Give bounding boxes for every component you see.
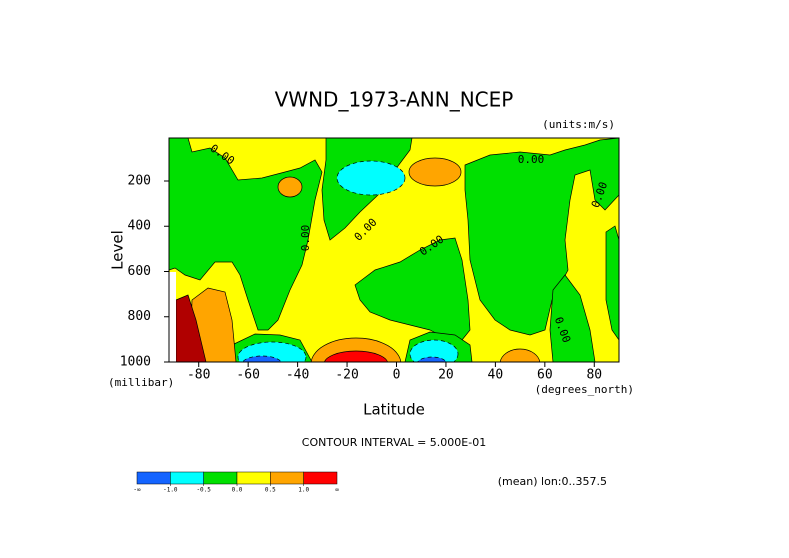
x-tick-label: 20: [438, 368, 454, 383]
x-tick-label: -60: [236, 368, 259, 383]
colorbar-box: [236, 471, 271, 485]
colorbar-box: [203, 471, 238, 485]
plot-frame: [168, 137, 620, 363]
colorbar-box: [170, 471, 204, 485]
contour-label: 0.00: [518, 153, 545, 166]
contour-label: 0.00: [299, 225, 312, 252]
chart-title: VWND_1973-ANN_NCEP: [275, 88, 514, 112]
x-tick-label: -40: [286, 368, 309, 383]
x-tick-label: 0: [393, 368, 401, 383]
colorbar-box: [270, 471, 304, 485]
y-tick-label: 800: [128, 309, 151, 324]
x-tick-label: 60: [537, 368, 553, 383]
colorbar-box: [303, 471, 338, 485]
colorbar-label: 1.0: [298, 487, 309, 494]
colorbar-label: -0.5: [196, 487, 211, 494]
x-tick-label: 80: [586, 368, 602, 383]
colorbar-label: -∞: [133, 487, 141, 494]
x-axis-label: Latitude: [363, 401, 425, 419]
x-tick-label: 40: [488, 368, 504, 383]
y-tick-label: 400: [128, 219, 151, 234]
contour-interval: CONTOUR INTERVAL = 5.000E-01: [302, 436, 486, 449]
x-axis-units: (degrees_north): [535, 383, 634, 396]
footnote: (mean) lon:0..357.5: [498, 475, 607, 488]
colorbar-label: ∞: [335, 487, 339, 494]
colorbar-label: -1.0: [163, 487, 178, 494]
y-axis-units: (millibar): [108, 376, 174, 389]
y-axis-label: Level: [109, 230, 127, 270]
y-tick-label: 200: [128, 173, 151, 188]
contour-fill: [169, 138, 619, 362]
x-tick-label: -20: [335, 368, 358, 383]
y-tick-label: 600: [128, 264, 151, 279]
units-label: (units:m/s): [542, 118, 615, 131]
x-tick-label: -80: [187, 368, 210, 383]
colorbar-label: 0.5: [265, 487, 276, 494]
colorbar-box: [136, 471, 171, 485]
colorbar-label: 0.0: [232, 487, 243, 494]
y-tick-label: 1000: [120, 355, 151, 370]
